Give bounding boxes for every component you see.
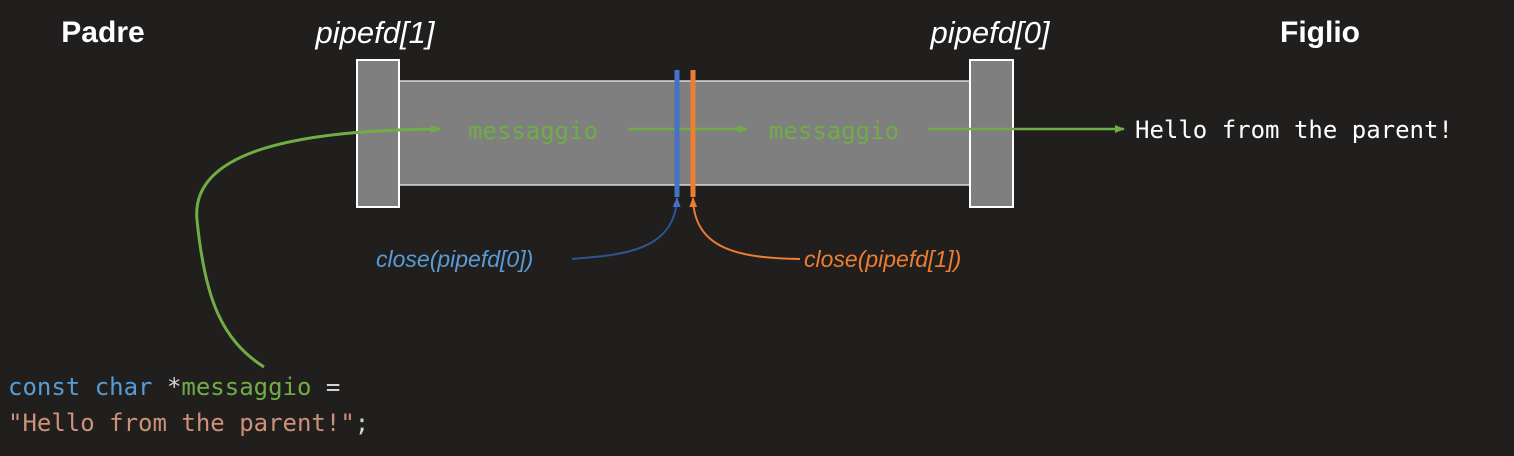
pipe-write-cap — [356, 59, 400, 208]
child-close-call: close(pipefd[1]) — [804, 246, 961, 272]
read-end-label: pipefd[0] — [930, 15, 1051, 50]
child-output: Hello from the parent! — [1135, 116, 1453, 144]
code-line-2: "Hello from the parent!"; — [8, 409, 369, 437]
code-star: * — [153, 373, 182, 401]
pipe-message-left: messaggio — [468, 117, 598, 145]
pipe-read-cap — [969, 59, 1014, 208]
write-end-label: pipefd[1] — [315, 15, 436, 50]
pipe-message-right: messaggio — [769, 117, 899, 145]
code-semicolon: ; — [355, 409, 369, 437]
child-header: Figlio — [1280, 16, 1360, 49]
child-close-arrow — [689, 197, 801, 260]
parent-close-call: close(pipefd[0]) — [376, 246, 533, 272]
parent-header: Padre — [61, 16, 144, 49]
code-equals: = — [311, 373, 340, 401]
code-line-1: const char *messaggio = — [8, 373, 340, 401]
parent-close-arrow — [571, 197, 681, 260]
code-keyword-const: const — [8, 373, 80, 401]
code-keyword-char: char — [95, 373, 153, 401]
message-write-arrow — [195, 125, 441, 369]
code-variable: messaggio — [181, 373, 311, 401]
code-string: "Hello from the parent!" — [8, 409, 355, 437]
pipe-body — [398, 80, 971, 186]
